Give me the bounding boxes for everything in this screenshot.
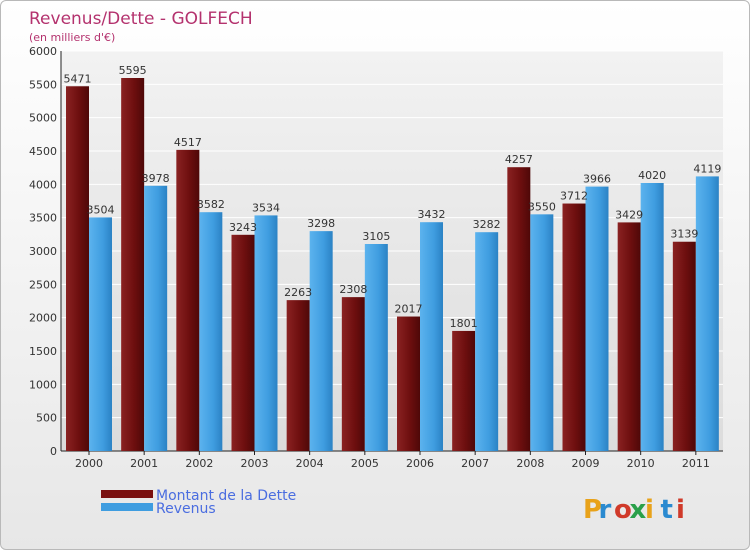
revenue-value-label: 3432 xyxy=(418,208,446,221)
x-tick-label: 2004 xyxy=(296,457,324,470)
y-axis: 0 500 1000 1500 2000 2500 3000 3500 4000 4500 5000… xyxy=(29,45,723,458)
x-tick-label: 2002 xyxy=(185,457,213,470)
legend-swatch-debt xyxy=(101,490,153,498)
revenue-value-label: 4119 xyxy=(693,162,721,175)
x-axis: 2000 2001 2002 2003 2004 2005 2006 2007 2008 2009… xyxy=(75,451,710,470)
y-tick-label: 4000 xyxy=(29,178,57,191)
debt-bar xyxy=(562,203,586,451)
revenue-bar xyxy=(89,217,112,451)
y-tick-label: 2500 xyxy=(29,278,57,291)
chart-subtitle: (en milliers d'€) xyxy=(29,31,115,44)
x-tick-label: 2005 xyxy=(351,457,379,470)
debt-bar xyxy=(121,78,145,451)
y-tick-label: 4500 xyxy=(29,145,57,158)
debt-value-label: 1801 xyxy=(450,317,478,330)
debt-value-label: 2263 xyxy=(284,286,312,299)
debt-value-label: 3243 xyxy=(229,221,257,234)
y-tick-label: 5000 xyxy=(29,112,57,125)
x-tick-label: 2008 xyxy=(516,457,544,470)
revenue-bar xyxy=(640,183,664,451)
y-tick-label: 5500 xyxy=(29,78,57,91)
revenue-bar xyxy=(309,231,333,451)
debt-value-label: 3139 xyxy=(670,228,698,241)
debt-bar xyxy=(341,297,365,451)
x-tick-label: 2001 xyxy=(130,457,158,470)
revenue-bar xyxy=(364,244,388,451)
revenue-value-label: 3966 xyxy=(583,173,611,186)
debt-bar xyxy=(672,241,696,451)
proxiti-logo: Pr oxi t i xyxy=(583,495,685,525)
debt-bar xyxy=(397,316,420,451)
value-labels: 5471 3504 5595 3978 4517 3582 3243 3534 2263 3298… xyxy=(64,64,722,330)
x-tick-label: 2011 xyxy=(682,457,710,470)
y-tick-label: 1500 xyxy=(29,345,57,358)
revenue-bar xyxy=(695,176,719,451)
legend-label-debt: Montant de la Dette xyxy=(156,488,296,504)
revenue-bar xyxy=(144,185,168,452)
debt-bar xyxy=(452,330,476,451)
logo-letter: i xyxy=(676,495,685,525)
debt-value-label: 2308 xyxy=(339,283,367,296)
chart-title: Revenus/Dette - GOLFECH xyxy=(29,9,253,29)
logo-letter: r xyxy=(599,495,612,525)
x-tick-label: 2000 xyxy=(75,457,103,470)
y-tick-label: 6000 xyxy=(29,45,57,58)
legend-label-revenue: Revenus xyxy=(156,501,216,517)
debt-bar xyxy=(286,300,310,451)
debt-value-label: 3712 xyxy=(560,190,588,203)
debt-value-label: 4257 xyxy=(505,153,533,166)
logo-letter: P xyxy=(583,495,602,525)
y-tick-label: 0 xyxy=(50,445,57,458)
revenue-value-label: 4020 xyxy=(638,169,666,182)
debt-bar xyxy=(176,149,200,451)
debt-value-label: 5595 xyxy=(119,64,147,77)
logo-letter: o xyxy=(614,495,632,525)
revenue-bar xyxy=(530,214,554,451)
y-tick-label: 3500 xyxy=(29,212,57,225)
revenue-value-label: 3550 xyxy=(528,200,556,213)
logo-letter: t xyxy=(661,495,673,525)
y-tick-label: 1000 xyxy=(29,378,57,391)
debt-value-label: 3429 xyxy=(615,208,643,221)
revenue-bar xyxy=(254,215,278,451)
y-tick-label: 2000 xyxy=(29,312,57,325)
x-tick-label: 2009 xyxy=(572,457,600,470)
revenue-value-label: 3978 xyxy=(142,172,170,185)
debt-value-label: 4517 xyxy=(174,136,202,149)
revenue-bar xyxy=(420,222,443,451)
x-tick-label: 2010 xyxy=(627,457,655,470)
x-tick-label: 2003 xyxy=(241,457,269,470)
y-tick-label: 500 xyxy=(36,412,57,425)
debt-bar xyxy=(66,86,89,452)
revenue-value-label: 3298 xyxy=(307,217,335,230)
revenue-value-label: 3504 xyxy=(87,203,115,216)
revenue-value-label: 3282 xyxy=(473,218,501,231)
logo-letter: x xyxy=(630,495,647,525)
logo-letter: i xyxy=(645,495,654,525)
revenue-value-label: 3105 xyxy=(362,230,390,243)
debt-value-label: 5471 xyxy=(64,72,92,85)
revenue-value-label: 3582 xyxy=(197,198,225,211)
x-tick-label: 2007 xyxy=(461,457,489,470)
legend-swatch-revenue xyxy=(101,503,153,511)
revenue-bar xyxy=(199,212,223,451)
revenue-bar xyxy=(585,186,609,451)
bars xyxy=(66,78,719,452)
debt-value-label: 2017 xyxy=(395,303,423,316)
debt-bar xyxy=(231,234,255,451)
revenue-value-label: 3534 xyxy=(252,201,280,214)
y-tick-label: 3000 xyxy=(29,245,57,258)
debt-bar xyxy=(617,222,641,451)
gridlines xyxy=(61,50,723,452)
x-tick-label: 2006 xyxy=(406,457,434,470)
debt-bar xyxy=(507,167,531,451)
revenue-bar xyxy=(475,232,499,451)
